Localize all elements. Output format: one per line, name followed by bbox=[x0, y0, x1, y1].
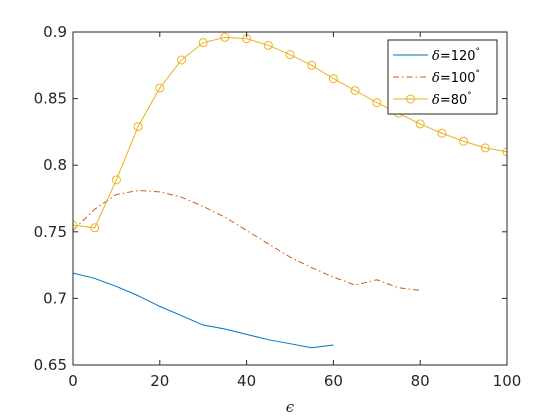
data-point bbox=[328, 74, 338, 84]
series-3 bbox=[73, 32, 507, 233]
data-point bbox=[285, 50, 295, 60]
data-point bbox=[372, 98, 382, 108]
data-point bbox=[437, 128, 447, 138]
data-point bbox=[263, 40, 273, 50]
data-point bbox=[198, 38, 208, 48]
x-tick-label: 60 bbox=[324, 372, 343, 390]
legend-box bbox=[387, 39, 498, 115]
x-tick-label: 40 bbox=[237, 372, 256, 390]
data-point bbox=[459, 136, 469, 146]
data-point bbox=[90, 223, 100, 233]
legend: δ=120° δ=100° δ=80° bbox=[387, 39, 498, 115]
x-tick-label: 100 bbox=[493, 372, 522, 390]
data-point bbox=[133, 122, 143, 132]
ticks-layer: 0 20 40 60 80 100 0.65 0.7 0.75 0.8 0.85 0.9 bbox=[34, 23, 522, 390]
legend-marker bbox=[406, 94, 415, 104]
data-point bbox=[350, 86, 360, 96]
y-tick-label: 0.9 bbox=[43, 23, 67, 41]
data-point bbox=[177, 55, 186, 65]
series-1 bbox=[73, 272, 334, 349]
data-point bbox=[502, 147, 507, 157]
series-line bbox=[73, 36, 507, 229]
data-point bbox=[155, 83, 165, 93]
y-tick-label: 0.7 bbox=[43, 289, 67, 307]
data-point bbox=[480, 143, 490, 153]
legend-label: δ=100° bbox=[432, 69, 480, 86]
legend-label: δ=120° bbox=[432, 47, 480, 64]
series-2 bbox=[73, 190, 421, 291]
x-tick-label: 20 bbox=[150, 372, 169, 390]
legend-label: δ=80° bbox=[432, 91, 472, 108]
y-tick-label: 0.65 bbox=[34, 356, 67, 374]
y-tick-label: 0.85 bbox=[34, 90, 67, 108]
x-tick-label: 0 bbox=[68, 372, 78, 390]
series-line bbox=[73, 190, 421, 291]
legend-item: δ=100° bbox=[393, 69, 480, 86]
x-tick-label: 80 bbox=[411, 372, 430, 390]
y-tick-label: 0.75 bbox=[34, 223, 67, 241]
series-layer bbox=[73, 32, 507, 349]
plot-frame bbox=[72, 31, 508, 366]
data-point bbox=[111, 175, 121, 185]
data-point bbox=[307, 60, 317, 70]
series-line bbox=[73, 272, 334, 349]
legend-item: δ=120° bbox=[393, 47, 480, 64]
data-point bbox=[415, 119, 425, 129]
data-point bbox=[73, 220, 78, 230]
legend-item: δ=80° bbox=[393, 91, 472, 108]
y-tick-label: 0.8 bbox=[43, 156, 67, 174]
data-point bbox=[220, 32, 230, 42]
x-axis-label: ϵ bbox=[286, 398, 295, 416]
